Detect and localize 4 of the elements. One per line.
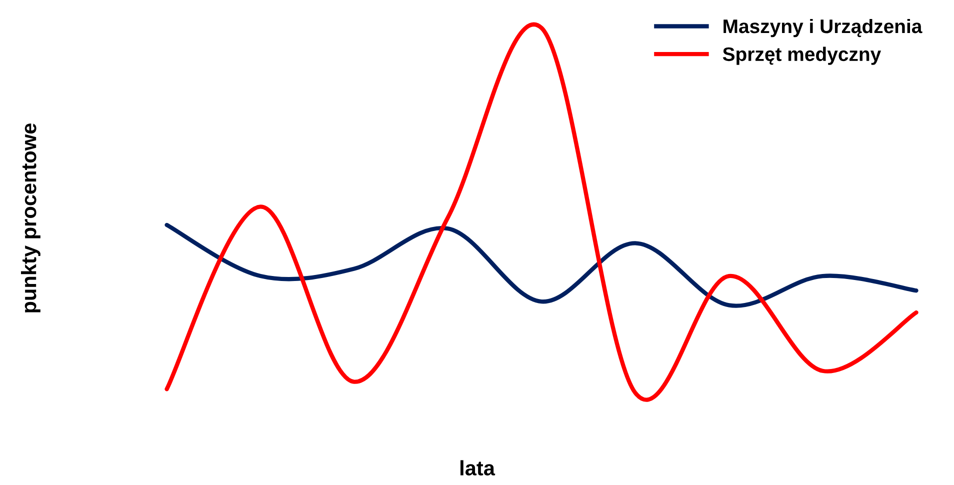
legend-label: Maszyny i Urządzenia [724, 18, 922, 38]
x-axis-title: lata [460, 460, 496, 476]
y-axis-title: punkty procentowe [20, 123, 40, 312]
legend-label: Sprzęt medyczny [722, 46, 882, 65]
